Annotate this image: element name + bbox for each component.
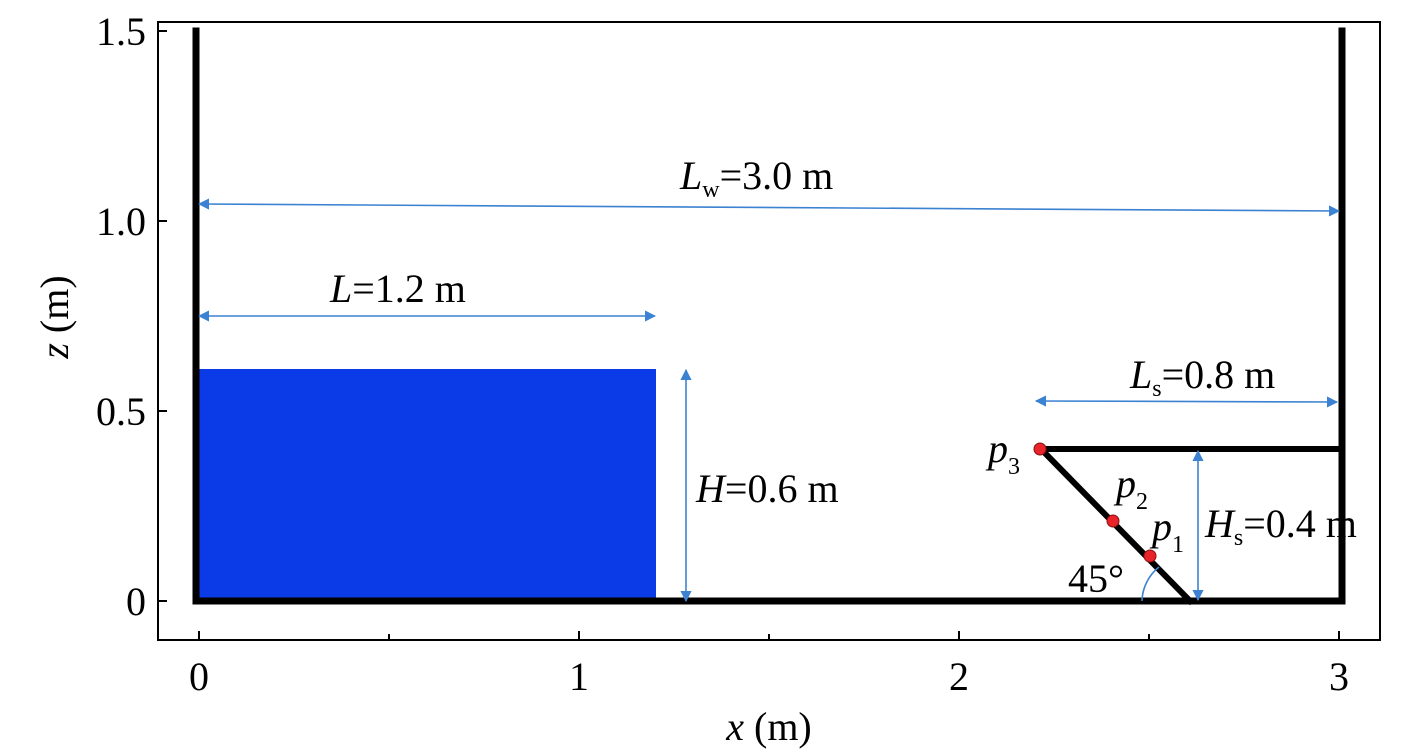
z-tick-label: 0 (126, 579, 146, 624)
tank-length-dimension (197, 198, 1341, 217)
probe-label-p2: p2 (1113, 461, 1148, 515)
z-tick-label: 1.0 (96, 199, 146, 244)
structure-length-label: Ls=0.8 m (1129, 352, 1275, 402)
probe-marker-p3 (1033, 442, 1047, 456)
x-axis-title: x (m) (725, 704, 812, 749)
probe-label-p3: p3 (985, 426, 1020, 480)
z-axis-title: z (m) (32, 275, 77, 359)
slope-angle-label: 45° (1068, 556, 1124, 601)
structure-height-label: Hs=0.4 m (1204, 501, 1357, 551)
tank-walls (192, 27, 1346, 605)
x-tick-label: 2 (949, 654, 969, 699)
structure-length-dimension (1034, 395, 1339, 408)
probe-marker-p1 (1143, 549, 1157, 563)
angle-arc (1141, 566, 1160, 602)
z-tick-marks (158, 30, 167, 602)
z-tick-label: 0.5 (96, 389, 146, 434)
probes (1033, 442, 1157, 563)
x-tick-label: 1 (569, 654, 589, 699)
probe-label-p1: p1 (1149, 504, 1184, 558)
water-length-label: L=1.2 m (329, 266, 466, 311)
dimension-lines (197, 198, 1341, 603)
water-column (199, 369, 656, 601)
probe-marker-p2 (1106, 514, 1120, 528)
x-tick-label: 3 (1329, 654, 1349, 699)
x-tick-label: 0 (189, 654, 209, 699)
tank-length-label: Lw=3.0 m (679, 153, 833, 203)
water-height-label: H=0.6 m (695, 466, 839, 511)
x-tick-marks (198, 631, 1340, 640)
z-tick-label: 1.5 (96, 9, 146, 54)
